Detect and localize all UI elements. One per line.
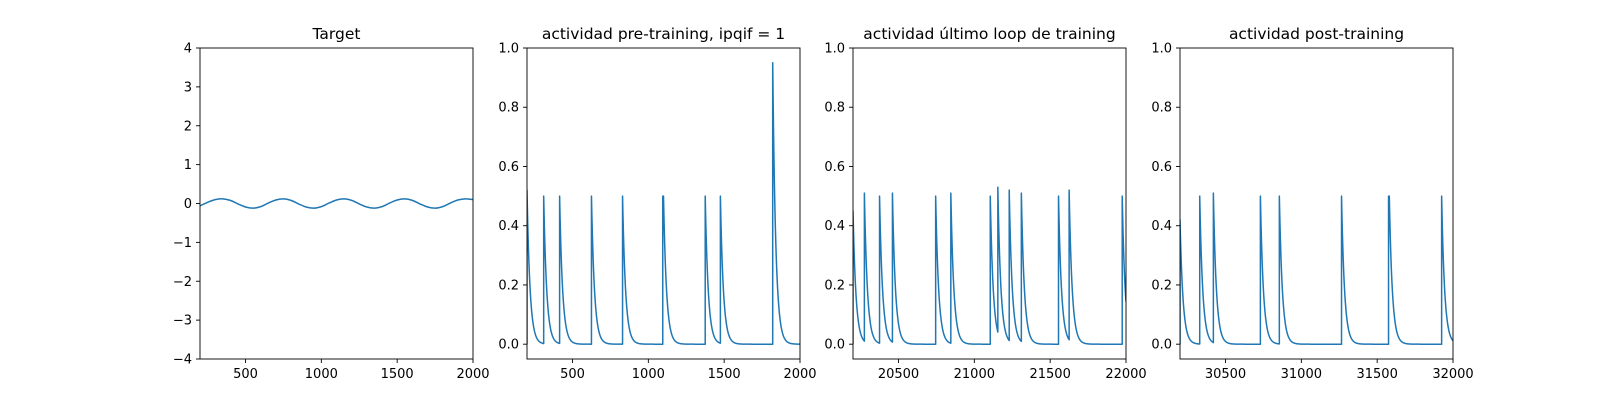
y-tick-label: 0.4 — [824, 219, 845, 234]
series-line-1 — [527, 62, 800, 345]
x-tick-label: 500 — [560, 367, 585, 382]
plot-frame — [1179, 47, 1454, 360]
y-tick-label: 0.2 — [1151, 278, 1172, 293]
x-tick-label: 2000 — [783, 367, 816, 382]
x-tick-label: 32000 — [1432, 367, 1473, 382]
y-tick-label: −2 — [173, 275, 192, 290]
y-tick-label: 2 — [184, 119, 192, 134]
x-tick-label: 500 — [233, 367, 258, 382]
x-tick-label: 20500 — [878, 367, 919, 382]
x-tick-label: 30500 — [1205, 367, 1246, 382]
y-tick-label: 0 — [184, 197, 192, 212]
chart-title: actividad pre-training, ipqif = 1 — [542, 25, 785, 43]
y-tick-label: −3 — [173, 314, 192, 329]
y-tick-label: 1.0 — [1151, 42, 1172, 57]
plot-frame — [526, 47, 801, 360]
x-tick-label: 1500 — [381, 367, 414, 382]
series-line-1 — [200, 198, 473, 209]
x-tick-label: 2000 — [456, 367, 489, 382]
y-tick-label: 0.6 — [498, 160, 519, 175]
chart-title: actividad post-training — [1229, 25, 1404, 43]
y-tick-label: 0.8 — [498, 101, 519, 116]
chart-panel-2: 500 1000 1500 2000 0.0 0.2 0.4 0.6 0.8 1.0 activid… — [498, 25, 816, 382]
y-tick-label: 0.2 — [824, 278, 845, 293]
y-tick-label: 1.0 — [824, 42, 845, 57]
y-tick-label: 0.6 — [1151, 160, 1172, 175]
y-tick-label: 1 — [184, 158, 192, 173]
y-tick-label: 0.8 — [824, 101, 845, 116]
chart-title: Target — [312, 25, 361, 43]
x-tick-label: 21000 — [954, 367, 995, 382]
y-tick-label: 3 — [184, 80, 192, 95]
x-tick-label: 22000 — [1105, 367, 1146, 382]
x-tick-label: 31000 — [1281, 367, 1322, 382]
y-tick-label: 0.0 — [1151, 338, 1172, 353]
y-tick-label: 0.0 — [498, 338, 519, 353]
series-line-1 — [853, 186, 1126, 345]
plot-frame — [852, 47, 1127, 360]
y-tick-label: 0.2 — [498, 278, 519, 293]
y-tick-label: 0.8 — [1151, 101, 1172, 116]
y-tick-label: −4 — [173, 353, 192, 368]
x-tick-label: 31500 — [1356, 367, 1397, 382]
y-tick-label: 0.0 — [824, 338, 845, 353]
y-tick-label: 0.4 — [498, 219, 519, 234]
y-tick-label: 1.0 — [498, 42, 519, 57]
x-tick-label: 21500 — [1029, 367, 1070, 382]
x-tick-label: 1000 — [632, 367, 665, 382]
y-tick-label: −1 — [173, 236, 192, 251]
chart-panel-4: 30500 31000 31500 32000 0.0 0.2 0.4 0.6 0.8 1.0 ac… — [1151, 25, 1473, 382]
y-tick-label: 4 — [184, 42, 192, 57]
x-tick-label: 1000 — [305, 367, 338, 382]
x-tick-label: 1500 — [708, 367, 741, 382]
chart-title: actividad último loop de training — [863, 25, 1115, 43]
y-tick-label: 0.6 — [824, 160, 845, 175]
y-tick-label: 0.4 — [1151, 219, 1172, 234]
chart-panel-3: 20500 21000 21500 22000 0.0 0.2 0.4 0.6 0.8 1.0 ac… — [824, 25, 1146, 382]
series-line-1 — [1180, 192, 1453, 345]
chart-panel-1: 500 1000 1500 2000 −4 −3 −2 −1 0 1 2 3 4 Target — [173, 25, 490, 382]
